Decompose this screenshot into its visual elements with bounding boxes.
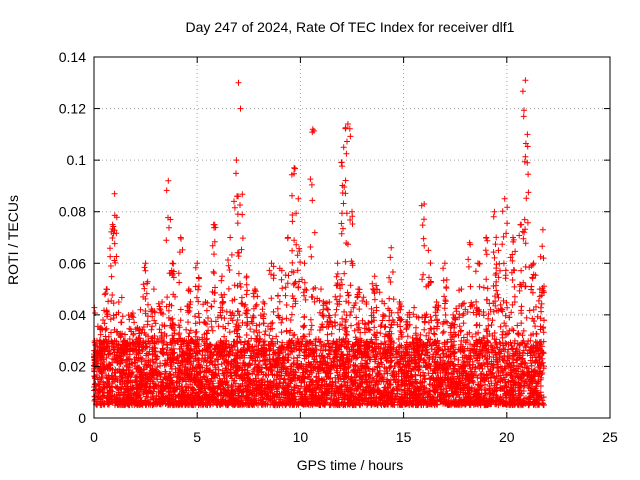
roti-point <box>344 289 351 296</box>
roti-point <box>256 321 263 328</box>
roti-point <box>455 332 462 339</box>
roti-point <box>183 326 190 333</box>
roti-point <box>122 331 128 338</box>
roti-point <box>320 313 327 320</box>
roti-point <box>168 366 175 372</box>
chart-title: Day 247 of 2024, Rate Of TEC Index for r… <box>186 19 515 35</box>
roti-point <box>359 298 366 304</box>
roti-point <box>266 351 273 358</box>
roti-point <box>276 379 283 386</box>
roti-point <box>519 332 526 339</box>
roti-point <box>185 319 191 326</box>
roti-point <box>221 315 228 322</box>
roti-point <box>488 322 495 328</box>
roti-point <box>411 304 418 311</box>
roti-point <box>520 347 527 354</box>
roti-point <box>492 339 499 346</box>
data-points <box>91 77 547 409</box>
roti-point <box>375 370 382 377</box>
roti-point <box>376 289 383 296</box>
roti-point <box>290 355 297 362</box>
roti-point <box>518 310 525 317</box>
roti-point <box>489 317 496 324</box>
roti-point <box>247 326 254 333</box>
roti-point <box>119 313 126 320</box>
roti-point <box>339 315 346 322</box>
roti-point <box>377 330 384 337</box>
roti-point <box>177 317 184 324</box>
roti-point <box>288 311 295 318</box>
roti-point <box>461 300 468 307</box>
roti-point <box>515 331 522 338</box>
roti-point <box>532 323 539 330</box>
roti-point <box>426 381 433 388</box>
roti-point <box>97 378 104 385</box>
roti-point <box>415 359 422 365</box>
roti-point <box>238 300 245 307</box>
roti-point <box>155 300 162 307</box>
roti-point <box>430 353 437 360</box>
roti-point <box>360 294 367 301</box>
roti-point <box>418 379 424 386</box>
roti-point <box>152 320 159 327</box>
roti-point <box>266 332 273 339</box>
roti-point <box>269 319 276 326</box>
roti-point <box>131 319 138 326</box>
roti-point <box>148 326 155 333</box>
roti-point <box>523 314 530 321</box>
roti-point <box>177 306 184 313</box>
roti-point <box>209 327 216 334</box>
roti-point <box>158 378 165 385</box>
roti-point <box>388 358 395 365</box>
roti-point <box>255 342 262 349</box>
roti-point <box>118 294 125 301</box>
roti-point <box>324 331 331 338</box>
roti-point <box>137 306 144 313</box>
roti-point <box>307 316 314 323</box>
roti-point <box>518 303 525 310</box>
roti-point <box>514 322 521 329</box>
roti-point <box>444 338 451 345</box>
roti-point <box>351 327 358 334</box>
roti-point <box>514 330 521 337</box>
roti-point <box>169 315 176 322</box>
roti-point <box>440 328 447 335</box>
roti-point <box>308 322 315 329</box>
roti-point <box>322 346 329 353</box>
